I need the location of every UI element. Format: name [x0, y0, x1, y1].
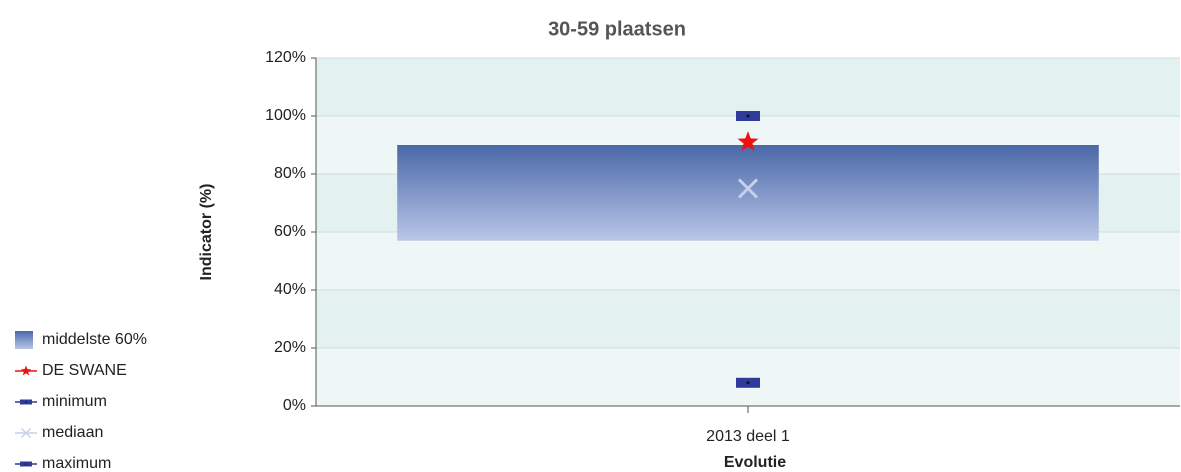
legend-label: maximum: [42, 455, 111, 472]
x-tick-label: 2013 deel 1: [706, 428, 790, 445]
x-axis-label: Evolutie: [724, 454, 786, 471]
marker-dot: [746, 381, 750, 385]
marker-dot: [25, 401, 27, 403]
plot-band: [316, 290, 1180, 348]
y-axis-label: Indicator (%): [198, 184, 215, 281]
legend-label: middelste 60%: [42, 331, 147, 348]
x-marker: [737, 178, 759, 199]
y-tick-label: 60%: [274, 223, 306, 240]
marker-dot: [746, 114, 750, 118]
y-tick-label: 40%: [274, 281, 306, 298]
star-marker: [737, 131, 759, 151]
legend-label: DE SWANE: [42, 362, 127, 379]
y-tick-label: 80%: [274, 165, 306, 182]
y-tick-label: 0%: [283, 397, 306, 414]
legend-swatch: [15, 331, 33, 349]
x-marker: [20, 427, 32, 439]
chart-title: 30-59 plaatsen: [548, 18, 686, 40]
plot-band: [316, 58, 1180, 116]
legend-label: mediaan: [42, 424, 103, 441]
y-tick-label: 20%: [274, 339, 306, 356]
star-marker: [20, 365, 32, 376]
plot-band: [316, 348, 1180, 406]
y-tick-label: 120%: [265, 49, 306, 66]
y-tick-label: 100%: [265, 107, 306, 124]
plot-band: [316, 232, 1180, 290]
range-bar: [397, 145, 1099, 241]
legend-label: minimum: [42, 393, 107, 410]
marker-dot: [25, 463, 27, 465]
